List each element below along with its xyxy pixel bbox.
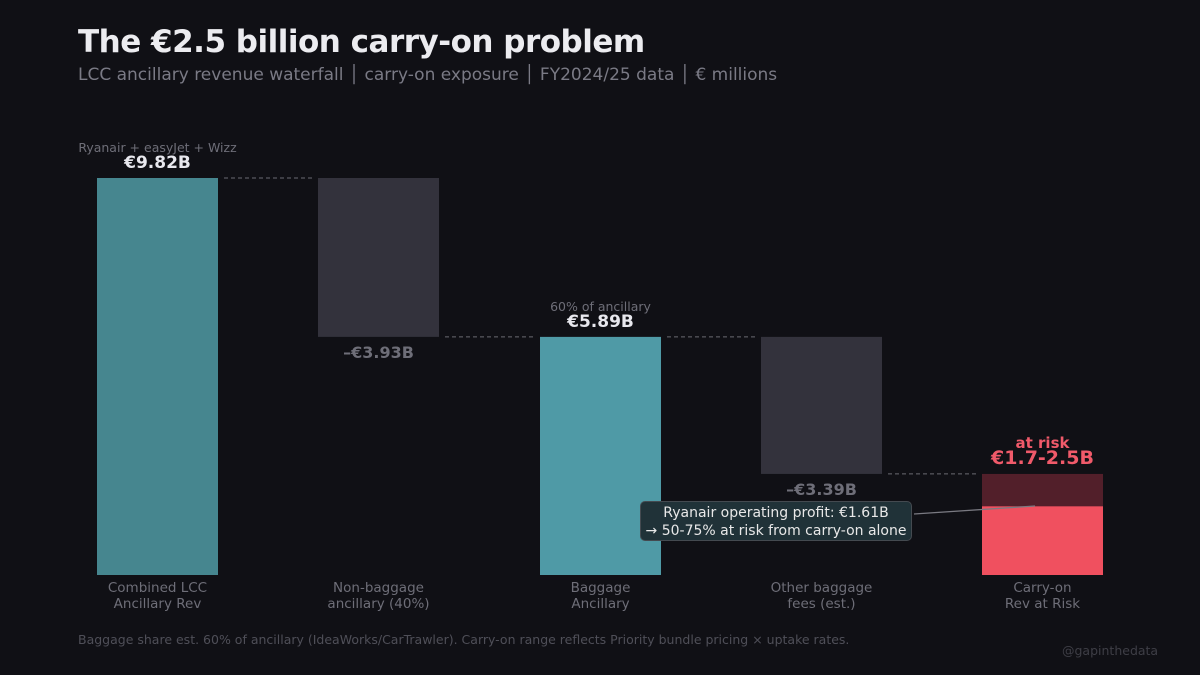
bar-value-label: –€3.93B xyxy=(343,343,414,362)
annotation-line-1: Ryanair operating profit: €1.61B xyxy=(663,505,889,521)
risk-label: €1.7-2.5B xyxy=(990,447,1094,469)
x-tick-label: Ancillary xyxy=(571,596,629,612)
total-bar xyxy=(97,178,218,575)
chart-title: The €2.5 billion carry-on problem xyxy=(78,24,645,60)
decrease-bar xyxy=(761,336,882,474)
risk-note: at risk xyxy=(1016,434,1071,452)
x-tick-label: Rev at Risk xyxy=(1005,596,1080,612)
footnote: Baggage share est. 60% of ancillary (Ide… xyxy=(78,632,850,647)
x-tick-label: Combined LCC xyxy=(108,580,207,596)
x-tick-label: Carry-on xyxy=(1013,580,1071,596)
x-tick-label: fees (est.) xyxy=(787,596,855,612)
x-tick-label: Other baggage xyxy=(771,580,873,596)
risk-low-bar xyxy=(982,506,1103,575)
x-tick-label: Ancillary Rev xyxy=(114,596,202,612)
x-tick-label: Non-baggage xyxy=(333,580,424,596)
credit: @gapinthedata xyxy=(1062,643,1159,658)
annotation-line-2: → 50-75% at risk from carry-on alone xyxy=(645,523,907,539)
chart-subtitle: LCC ancillary revenue waterfall │ carry-… xyxy=(78,65,778,85)
decrease-bar xyxy=(318,178,439,337)
x-tick-label: ancillary (40%) xyxy=(327,596,429,612)
risk-range-bar xyxy=(982,473,1103,507)
x-tick-label: Baggage xyxy=(571,580,631,596)
bar-note: Ryanair + easyJet + Wizz xyxy=(78,140,237,155)
bar-value-label: €5.89B xyxy=(566,312,634,332)
bar-value-label: –€3.39B xyxy=(786,480,857,499)
profit-annotation: Ryanair operating profit: €1.61B → 50-75… xyxy=(640,501,912,541)
bar-value-label: €9.82B xyxy=(123,153,191,173)
bar-note: 60% of ancillary xyxy=(550,299,651,314)
annotation-arrow xyxy=(913,505,1036,515)
